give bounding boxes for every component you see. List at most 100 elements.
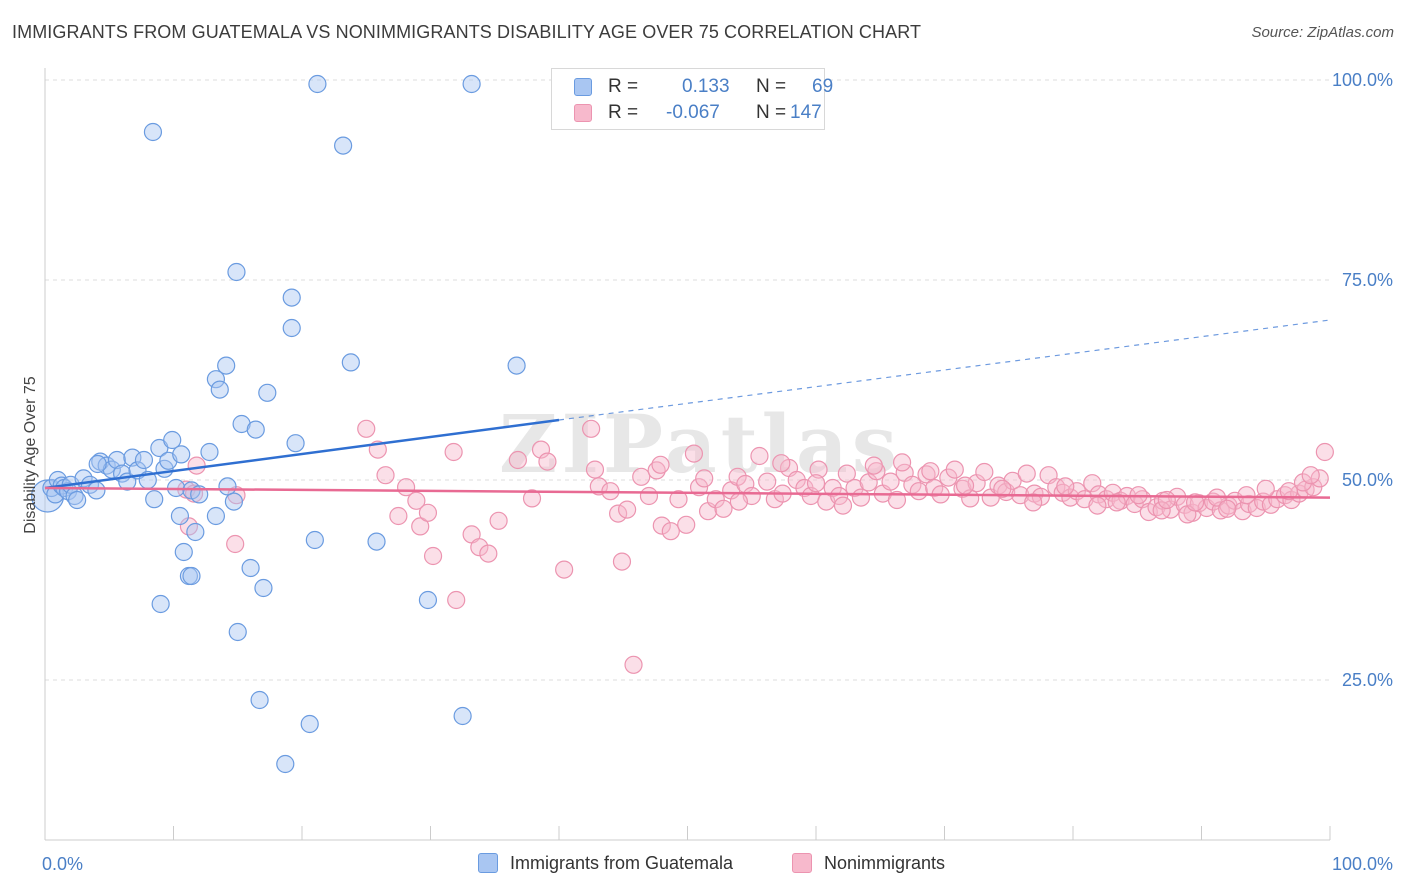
trend-lines bbox=[44, 319, 1331, 499]
nonimmigrants-point bbox=[1256, 479, 1275, 498]
guatemala-point bbox=[282, 288, 301, 307]
nonimmigrants-point bbox=[689, 478, 709, 497]
nonimmigrants-point bbox=[470, 538, 489, 557]
nonimmigrants-point bbox=[809, 460, 828, 479]
guatemala-point bbox=[206, 506, 226, 526]
guatemala-point bbox=[186, 522, 205, 542]
guatemala-point bbox=[107, 450, 127, 470]
guatemala-point bbox=[241, 558, 260, 578]
nonimmigrants-point bbox=[1157, 490, 1176, 510]
nonimmigrants-point bbox=[618, 500, 637, 519]
nonimmigrants-point bbox=[444, 442, 463, 462]
nonimmigrants-point bbox=[833, 496, 853, 515]
guatemala-point bbox=[367, 532, 386, 551]
nonimmigrants-point bbox=[728, 467, 747, 486]
guatemala-point bbox=[341, 353, 360, 372]
tick-labels: 25.0% 50.0% 75.0% 100.0% 0.0% 100.0% bbox=[42, 70, 1393, 874]
nonimmigrants-point bbox=[1088, 496, 1107, 515]
nonimmigrants-point bbox=[418, 503, 438, 522]
pink-swatch bbox=[792, 853, 812, 873]
guatemala-point bbox=[224, 492, 243, 511]
nonimmigrants-point bbox=[864, 456, 883, 475]
guatemala-point bbox=[163, 430, 182, 450]
guatemala-point bbox=[308, 74, 327, 94]
nonimmigrants-point bbox=[806, 474, 826, 493]
nonimmigrants-point bbox=[729, 492, 749, 511]
nonimmigrants-point bbox=[1083, 474, 1102, 493]
guatemala-point bbox=[453, 706, 472, 726]
nonimmigrants-point bbox=[1107, 493, 1126, 512]
axes bbox=[44, 68, 1331, 841]
nonimmigrants-point bbox=[639, 486, 659, 506]
guatemala-point bbox=[151, 594, 170, 614]
nonimmigrants-point bbox=[706, 490, 725, 509]
guatemala-point bbox=[88, 454, 107, 474]
nonimmigrants-point bbox=[589, 477, 608, 496]
nonimmigrants-point bbox=[522, 489, 542, 508]
blue-swatch bbox=[478, 853, 498, 873]
guatemala-point bbox=[246, 420, 265, 439]
guatemala-point bbox=[174, 542, 193, 562]
nonimmigrants-point bbox=[993, 479, 1012, 498]
nonimmigrants-point bbox=[851, 488, 871, 507]
guatemala-point bbox=[143, 122, 163, 142]
nonimmigrants-point bbox=[661, 522, 680, 541]
n-value: 69 bbox=[812, 76, 834, 97]
nonimmigrants-point bbox=[975, 462, 994, 482]
r-label: R = bbox=[608, 76, 639, 97]
guatemala-point bbox=[282, 318, 301, 338]
guatemala-point bbox=[286, 434, 305, 453]
nonimmigrants-point bbox=[582, 419, 601, 438]
guatemala-trend-line bbox=[44, 418, 560, 490]
nonimmigrants-point bbox=[407, 491, 426, 510]
nonimmigrants-point bbox=[1293, 473, 1313, 492]
nonimmigrants-point bbox=[632, 467, 651, 486]
nonimmigrants-point bbox=[837, 464, 856, 483]
source-label: Source: ZipAtlas.com bbox=[1251, 24, 1394, 41]
nonimmigrants-point bbox=[1279, 482, 1298, 501]
guatemala-point bbox=[507, 356, 526, 375]
nonimmigrants-point bbox=[1315, 442, 1334, 462]
guatemala-point bbox=[305, 530, 324, 550]
nonimmigrants-point bbox=[389, 506, 408, 526]
guatemala-point bbox=[258, 383, 277, 402]
nonimmigrants-point bbox=[555, 560, 574, 579]
nonimmigrants-point bbox=[684, 444, 704, 463]
nonimmigrants-points bbox=[177, 419, 1334, 674]
series-legend: Immigrants from Guatemala Nonimmigrants bbox=[0, 852, 1406, 878]
nonimmigrants-point bbox=[226, 534, 245, 554]
guatemala-point bbox=[218, 477, 237, 496]
y-tick-label: 100.0% bbox=[1332, 70, 1393, 90]
guatemala-point bbox=[170, 506, 190, 526]
nonimmigrants-point bbox=[538, 452, 557, 471]
guatemala-point bbox=[134, 450, 154, 470]
n-value: 147 bbox=[790, 102, 822, 123]
y-tick-label: 25.0% bbox=[1342, 670, 1393, 690]
nonimmigrants-point bbox=[1218, 499, 1237, 518]
nonimmigrants-point bbox=[921, 462, 940, 481]
r-value: -0.067 bbox=[666, 102, 720, 123]
guatemala-point bbox=[418, 590, 438, 610]
nonimmigrants-point bbox=[1024, 493, 1043, 512]
guatemala-point bbox=[250, 690, 269, 710]
nonimmigrants-point bbox=[609, 504, 628, 523]
nonimmigrants-point bbox=[447, 590, 466, 610]
watermark: ZIPatlas bbox=[499, 397, 901, 491]
nonimmigrants-point bbox=[830, 486, 849, 506]
nonimmigrants-point bbox=[1237, 486, 1256, 505]
n-label: N = bbox=[756, 102, 787, 123]
nonimmigrants-point bbox=[489, 511, 508, 530]
chart-title: IMMIGRANTS FROM GUATEMALA VS NONIMMIGRAN… bbox=[12, 22, 922, 42]
guatemala-point bbox=[145, 490, 164, 509]
nonimmigrants-point bbox=[357, 419, 376, 438]
nonimmigrants-point bbox=[750, 446, 769, 466]
nonimmigrants-point bbox=[677, 515, 696, 534]
guatemala-point bbox=[172, 445, 191, 464]
nonimmigrants-point bbox=[772, 454, 791, 473]
nonimmigrants-point bbox=[1185, 493, 1205, 512]
guatemala-point bbox=[150, 438, 169, 458]
nonimmigrants-point bbox=[187, 456, 206, 475]
guatemala-point bbox=[334, 136, 353, 155]
nonimmigrants-point bbox=[479, 544, 498, 563]
guatemala-point bbox=[227, 262, 246, 282]
